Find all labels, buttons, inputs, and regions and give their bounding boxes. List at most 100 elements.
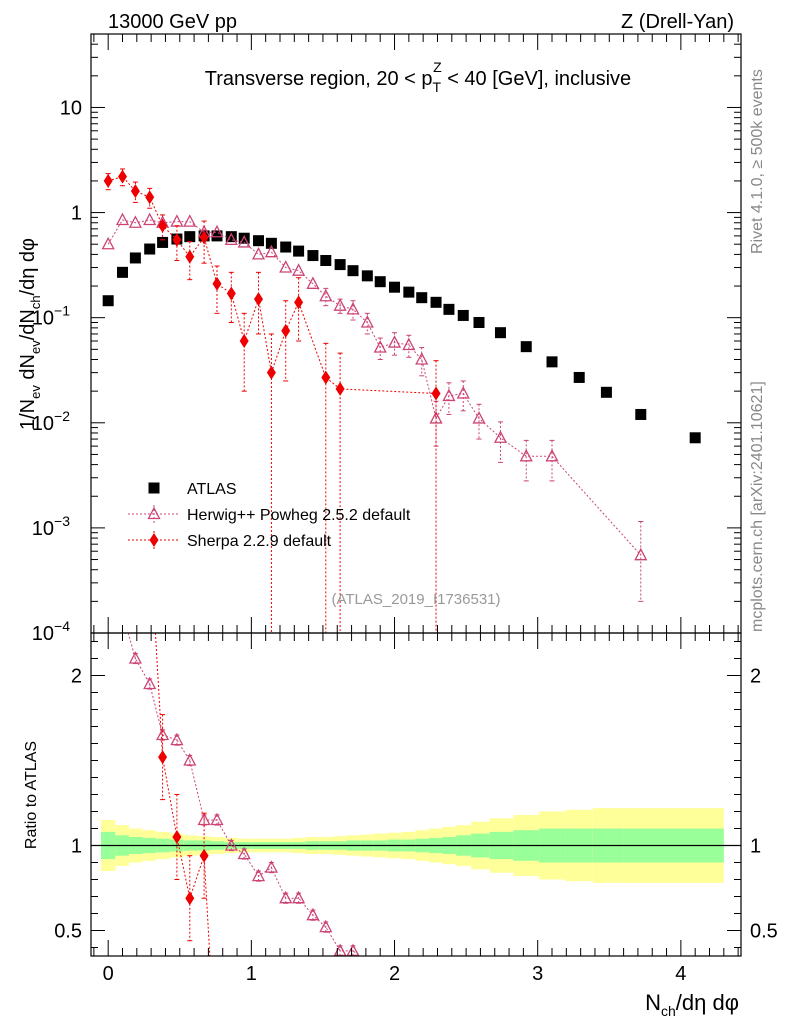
ratio-y-tick-label: 2 <box>71 666 82 688</box>
atlas-point <box>334 259 346 271</box>
sherpa-error-bar <box>256 271 262 335</box>
legend-label-herwig: Herwig++ Powheg 2.5.2 default <box>187 507 411 524</box>
atlas-point <box>225 231 237 243</box>
atlas-point <box>473 316 485 328</box>
sherpa-point <box>239 333 249 348</box>
atlas-point <box>546 356 558 368</box>
herwig-ratio-point <box>170 732 184 746</box>
plot-title-sup: Z <box>433 59 442 75</box>
sherpa-point <box>130 184 140 199</box>
atlas-point <box>129 252 141 264</box>
main-y-tick-base: 10 <box>32 518 54 540</box>
herwig-point <box>143 212 157 226</box>
herwig-ratio-point <box>128 651 142 664</box>
main-plot-area <box>101 168 701 634</box>
sherpa-point <box>212 276 222 291</box>
main-y-tick-base: 1 <box>71 203 82 225</box>
sherpa-ratio-error-bar <box>187 855 193 942</box>
herwig-ratio-point <box>306 907 320 921</box>
herwig-point <box>224 232 238 246</box>
atlas-point <box>374 276 386 288</box>
herwig-ratio-point <box>143 676 157 690</box>
plot-title: Transverse region, 20 < pTZ < 40 [GeV], … <box>205 59 631 95</box>
sherpa-ratio-point <box>185 891 195 906</box>
herwig-point <box>279 260 293 273</box>
herwig-error-bar <box>433 400 439 447</box>
herwig-point <box>387 335 402 348</box>
atlas-point <box>157 236 169 248</box>
plot-title-post: < 40 [GeV], inclusive <box>442 68 632 90</box>
herwig-point <box>442 388 456 402</box>
atlas-point <box>520 341 532 353</box>
herwig-point <box>346 301 360 315</box>
sherpa-point <box>431 386 441 401</box>
herwig-ratio-point <box>319 919 333 933</box>
sherpa-point <box>266 365 276 380</box>
atlas-point <box>416 292 428 304</box>
atlas-point <box>361 270 373 282</box>
main-y-tick-label: 10−3 <box>32 513 70 540</box>
main-y-tick-exp: −3 <box>54 513 70 529</box>
legend-label-atlas: ATLAS <box>187 481 237 498</box>
herwig-error-bar <box>419 347 425 377</box>
rivet-version-label: Rivet 4.1.0, ≥ 500k events <box>749 69 766 254</box>
sherpa-line <box>108 176 437 394</box>
herwig-ratio-point <box>210 812 224 826</box>
sherpa-point <box>199 230 209 245</box>
sherpa-ratio-point <box>158 750 168 765</box>
atlas-point <box>635 408 647 420</box>
herwig-point <box>493 430 508 443</box>
ratio-plot-area <box>127 632 361 957</box>
sherpa-point <box>185 249 195 264</box>
sherpa-point <box>335 381 345 396</box>
atlas-point <box>253 235 265 247</box>
sherpa-point <box>226 286 236 301</box>
sherpa-error-bar <box>241 312 247 392</box>
legend-marker-sherpa <box>149 533 159 547</box>
ratio-y-tick-label-right: 2 <box>750 666 761 688</box>
herwig-ratio-point <box>251 868 266 882</box>
sherpa-point <box>321 370 331 385</box>
herwig-point <box>264 244 278 258</box>
ratio-y-tick-label-right: 0.5 <box>750 921 778 943</box>
mcplots-label: mcplots.cern.ch [arXiv:2401.10621] <box>749 381 766 632</box>
main-y-axis-label: 1/Nev dNev/dNch/dη dφ <box>17 238 43 430</box>
herwig-error-bar <box>323 287 329 307</box>
herwig-point <box>183 214 197 227</box>
ratio-uncertainty-bands <box>91 808 741 883</box>
main-y-tick-base: 10 <box>60 97 82 119</box>
ratio-y-axis-label: Ratio to ATLAS <box>23 741 40 849</box>
atlas-point <box>238 232 250 244</box>
main-y-tick-label: 10−1 <box>32 303 70 330</box>
herwig-point <box>545 448 559 462</box>
atlas-point <box>573 371 585 383</box>
herwig-error-bar <box>460 380 466 412</box>
sherpa-error-bar <box>187 241 193 281</box>
atlas-point <box>320 254 332 266</box>
herwig-error-bar <box>364 312 370 335</box>
herwig-point <box>115 212 130 226</box>
herwig-point <box>456 386 470 399</box>
sherpa-ratio-point <box>172 830 182 844</box>
atlas-point <box>389 281 401 293</box>
sherpa-ratio-error-bar <box>160 714 166 801</box>
analysis-watermark: (ATLAS_2019_I1736531) <box>331 591 500 608</box>
herwig-point <box>237 235 251 248</box>
herwig-error-bar <box>377 337 383 361</box>
herwig-point <box>333 298 347 311</box>
main-y-tick-label: 10−4 <box>32 618 70 645</box>
herwig-error-bar <box>350 300 356 321</box>
main-y-tick-exp: −1 <box>54 303 70 319</box>
herwig-error-bar <box>392 332 398 356</box>
herwig-point <box>373 340 387 353</box>
sherpa-error-bar <box>132 181 138 203</box>
herwig-ratio-point <box>183 753 197 766</box>
ratio-y-tick-label-right: 1 <box>750 836 761 858</box>
main-y-tick-label: 1 <box>71 203 82 225</box>
atlas-point <box>307 250 319 262</box>
sherpa-point <box>158 218 168 233</box>
legend: ATLAS Herwig++ Powheg 2.5.2 default Sherpa… <box>128 481 411 550</box>
main-y-tick-base: 10 <box>32 623 54 645</box>
atlas-point <box>184 231 196 243</box>
